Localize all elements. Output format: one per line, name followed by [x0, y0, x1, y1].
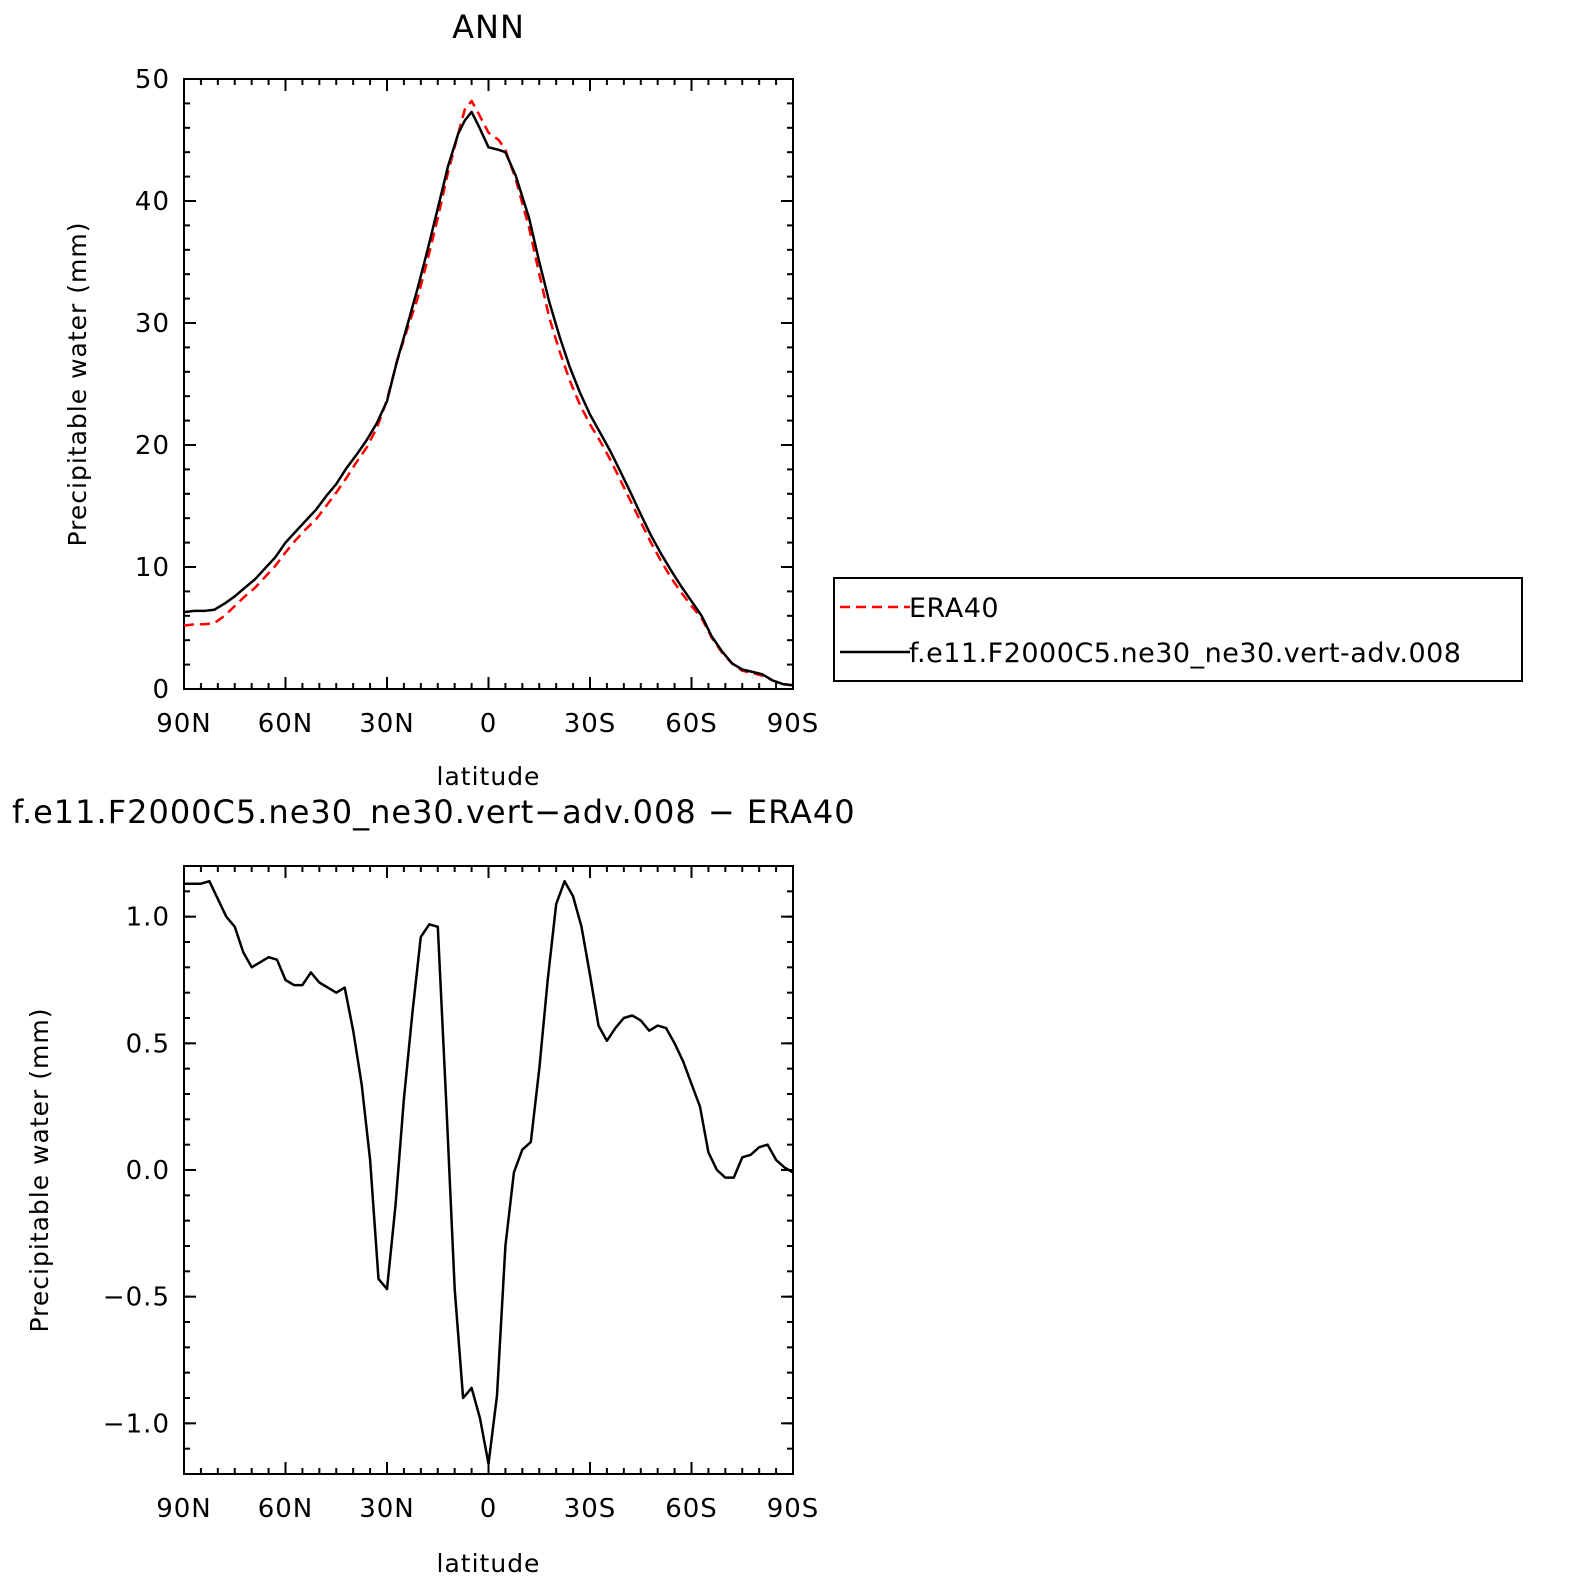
x-axis-title: latitude: [437, 1549, 541, 1578]
y-tick-label: 30: [135, 309, 170, 339]
x-tick-label: 60S: [665, 1494, 718, 1524]
bottom-panel-difference: 90N 60N 30N 0 30S 60S 90S −1.0 −0.5 0.0 0.5 1.0 f.e1…: [12, 793, 856, 1578]
y-tick-label: −0.5: [103, 1283, 170, 1313]
y-tick-label: 10: [135, 553, 170, 583]
legend: ERA40 f.e11.F2000C5.ne30_ne30.vert-adv.00…: [833, 577, 1523, 682]
legend-box: [833, 577, 1523, 682]
y-tick-label: 0.0: [126, 1156, 170, 1186]
x-tick-label: 0: [480, 709, 498, 739]
y-tick-label: 0.5: [126, 1029, 170, 1059]
x-tick-label: 60N: [258, 709, 314, 739]
x-tick-label: 30S: [564, 709, 617, 739]
x-tick-label: 90S: [767, 709, 820, 739]
y-tick-label: 1.0: [126, 903, 170, 933]
top-panel-precipitable-water: 90N 60N 30N 0 30S 60S 90S 0 10 20 30 40 50 ANN latitud…: [63, 8, 1523, 791]
chart-title: f.e11.F2000C5.ne30_ne30.vert−adv.008 − E…: [12, 793, 856, 831]
y-tick-label: 0: [152, 675, 170, 705]
x-tick-label: 0: [480, 1494, 498, 1524]
chart-title: ANN: [452, 8, 525, 46]
y-axis-title: Precipitable water (mm): [63, 222, 92, 547]
x-tick-label: 30N: [359, 709, 415, 739]
plot-frame: [183, 865, 794, 1475]
x-tick-label: 90S: [767, 1494, 820, 1524]
legend-label: f.e11.F2000C5.ne30_ne30.vert-adv.008: [909, 638, 1461, 669]
x-axis-title: latitude: [437, 762, 541, 791]
y-tick-label: −1.0: [103, 1409, 170, 1439]
x-tick-label: 30N: [359, 1494, 415, 1524]
x-tick-label: 90N: [156, 709, 212, 739]
y-axis-title: Precipitable water (mm): [25, 1008, 54, 1333]
y-tick-label: 50: [135, 65, 170, 95]
series-line-era40: [183, 99, 794, 687]
x-tick-label: 30S: [564, 1494, 617, 1524]
x-tick-label: 60S: [665, 709, 718, 739]
series-line-f-e11-f2000c5-ne30-ne30-vert-adv-008: [183, 110, 794, 687]
x-tick-label: 90N: [156, 1494, 212, 1524]
x-tick-label: 60N: [258, 1494, 314, 1524]
y-tick-label: 40: [135, 187, 170, 217]
legend-label: ERA40: [909, 593, 999, 624]
plot-frame: [183, 78, 794, 690]
y-tick-label: 20: [135, 431, 170, 461]
series-line-difference: [184, 879, 794, 1466]
